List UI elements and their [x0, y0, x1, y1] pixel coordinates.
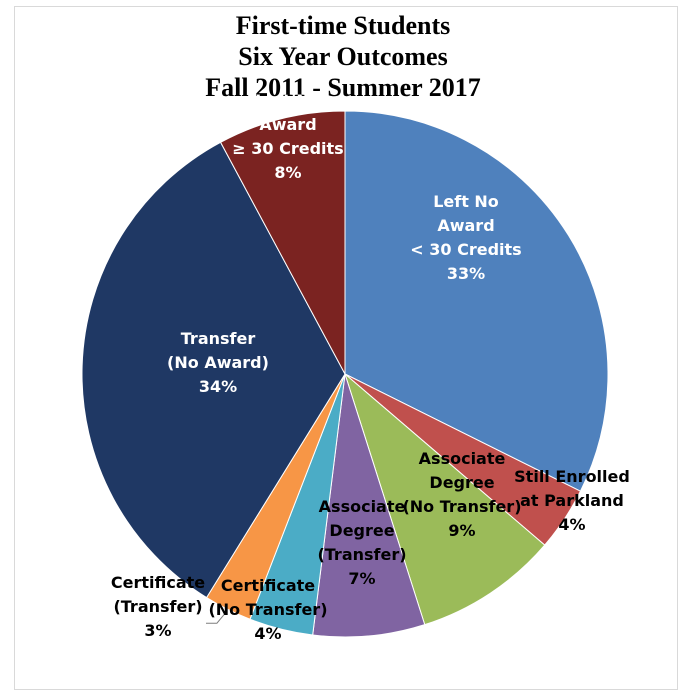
slice-label-1-line-2: 4%	[558, 515, 585, 534]
slice-label-2: Associate Degree (No Transfer) 9%	[402, 449, 521, 540]
slice-label-5-line-1: (Transfer)	[113, 597, 202, 616]
slice-label-6: Transfer (No Award) 34%	[167, 329, 269, 396]
leader-line-certificate-transfer	[206, 610, 228, 624]
slice-label-3: Associate Degree (Transfer) 7%	[317, 497, 406, 588]
slice-label-6-line-2: 34%	[199, 377, 237, 396]
slice-label-7-line-1: Award	[259, 115, 316, 134]
slice-label-5: Certificate (Transfer) 3%	[111, 573, 205, 640]
pie-slice-6	[81, 141, 346, 599]
slice-label-7-line-0: Left No	[255, 91, 321, 110]
slice-label-3-line-1: Degree	[329, 521, 394, 540]
slice-label-1-line-0: Still Enrolled	[514, 467, 630, 486]
slice-label-4-line-0: Certificate	[221, 576, 315, 595]
slice-label-5-line-2: 3%	[144, 621, 171, 640]
slice-label-0-line-1: Award	[437, 216, 494, 235]
slice-label-5-line-0: Certificate	[111, 573, 205, 592]
slice-label-1-line-1: at Parkland	[520, 491, 624, 510]
slice-label-0-line-0: Left No	[433, 192, 499, 211]
chart-title-line-3: Fall 2011 - Summer 2017	[205, 73, 481, 102]
slice-label-3-line-2: (Transfer)	[317, 545, 406, 564]
slice-label-0-line-2: < 30 Credits	[410, 240, 521, 259]
leader-lines	[206, 610, 228, 624]
slice-label-7-line-3: 8%	[274, 163, 301, 182]
pie-slice-7	[219, 110, 346, 375]
slice-label-1: Still Enrolled at Parkland 4%	[514, 467, 630, 534]
slice-label-6-line-0: Transfer	[181, 329, 256, 348]
slice-label-4-line-1: (No Transfer)	[208, 600, 327, 619]
slice-label-4-line-2: 4%	[254, 624, 281, 643]
pie-slice-2	[343, 372, 546, 626]
pie-slice-0	[344, 110, 609, 492]
slice-label-6-line-1: (No Award)	[167, 353, 269, 372]
slice-label-0: Left No Award < 30 Credits 33%	[410, 192, 521, 283]
slice-label-3-line-0: Associate	[319, 497, 406, 516]
slice-labels: Left No Award < 30 Credits 33% Still Enrolle…	[111, 91, 630, 643]
slice-label-7: Left No Award ≥ 30 Credits 8%	[232, 91, 343, 182]
slice-label-2-line-2: (No Transfer)	[402, 497, 521, 516]
chart-title-line-2: Six Year Outcomes	[238, 42, 448, 71]
slice-label-2-line-0: Associate	[419, 449, 506, 468]
pie-slices	[81, 110, 609, 638]
slice-label-3-line-3: 7%	[348, 569, 375, 588]
slice-label-4: Certificate (No Transfer) 4%	[208, 576, 327, 643]
slice-label-2-line-1: Degree	[429, 473, 494, 492]
chart-title-line-1: First-time Students	[235, 11, 451, 40]
slice-label-0-line-3: 33%	[447, 264, 485, 283]
pie-slice-3	[312, 373, 426, 638]
slice-label-2-line-3: 9%	[448, 521, 475, 540]
slice-label-7-line-2: ≥ 30 Credits	[232, 139, 343, 158]
